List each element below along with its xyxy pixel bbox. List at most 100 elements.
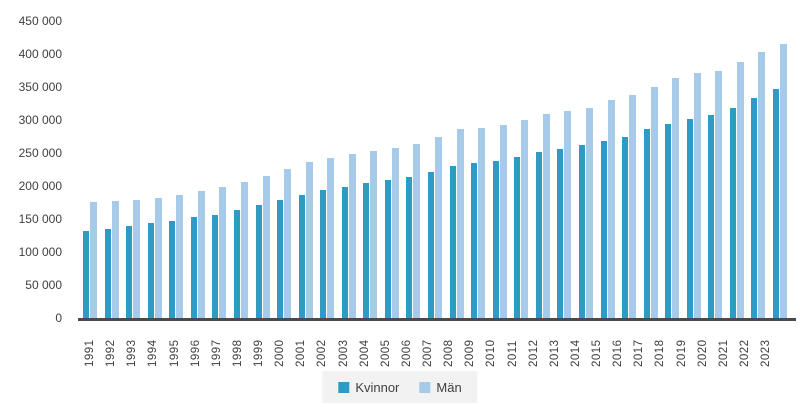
bar-mn-2019[interactable]	[693, 72, 701, 318]
bar-kvinnor-2022[interactable]	[751, 97, 758, 318]
bar-kvinnor-2023[interactable]	[773, 89, 779, 318]
bar-kvinnor-2014[interactable]	[578, 145, 585, 318]
bar-mn-2000[interactable]	[284, 169, 292, 318]
y-axis-tick-label: 100 000	[18, 245, 62, 259]
x-axis-label-cell: 2017	[632, 325, 646, 367]
bar-mn-1993[interactable]	[133, 199, 141, 318]
bar-kvinnor-2017[interactable]	[643, 128, 650, 318]
bar-kvinnor-1993[interactable]	[126, 225, 133, 318]
bar-group-1996	[190, 21, 205, 318]
bar-mn-1996[interactable]	[197, 191, 205, 318]
bar-mn-2009[interactable]	[478, 128, 486, 318]
bar-group-2021	[729, 21, 744, 318]
bar-mn-2006[interactable]	[413, 143, 421, 318]
x-axis-tick-label: 1991	[84, 339, 96, 367]
bar-mn-1999[interactable]	[262, 176, 270, 318]
bar-kvinnor-1998[interactable]	[233, 210, 240, 318]
legend-label: Män	[436, 379, 462, 395]
bar-kvinnor-2018[interactable]	[665, 123, 672, 318]
bar-mn-1994[interactable]	[154, 198, 162, 318]
bar-kvinnor-2009[interactable]	[471, 162, 478, 318]
y-axis-tick-label: 50 000	[25, 278, 62, 292]
bar-kvinnor-2016[interactable]	[622, 136, 629, 318]
bar-mn-2004[interactable]	[370, 150, 378, 318]
bar-kvinnor-1996[interactable]	[190, 217, 197, 318]
legend-label: Kvinnor	[355, 379, 400, 395]
x-axis-tick-label: 1996	[189, 339, 202, 367]
bar-mn-1997[interactable]	[219, 187, 227, 318]
x-axis-labels: 1991 1992 1993 1994 1995 1996 1997 1998 1999 2000…	[78, 325, 782, 367]
x-axis-label-cell: 2008	[442, 325, 456, 367]
bar-mn-2015[interactable]	[607, 100, 615, 318]
x-axis-tick-label: 2016	[612, 339, 625, 367]
x-axis-tick-label: 2008	[443, 339, 456, 367]
bar-kvinnor-2002[interactable]	[320, 190, 327, 318]
bar-mn-2001[interactable]	[305, 162, 313, 318]
x-axis-tick-label: 2000	[274, 339, 287, 367]
bar-kvinnor-2012[interactable]	[535, 152, 542, 318]
bar-kvinnor-1991[interactable]	[83, 231, 89, 318]
x-axis-label-cell: 1998	[231, 325, 245, 367]
bar-kvinnor-2006[interactable]	[406, 177, 413, 318]
bar-mn-2012[interactable]	[542, 114, 550, 318]
bar-kvinnor-2001[interactable]	[298, 194, 305, 318]
bar-mn-2022[interactable]	[758, 51, 766, 318]
bar-kvinnor-2003[interactable]	[341, 187, 348, 318]
legend-item-mn[interactable]: Män	[419, 379, 462, 395]
bar-kvinnor-1999[interactable]	[255, 204, 262, 318]
bar-group-1993	[126, 21, 141, 318]
bar-mn-2010[interactable]	[499, 125, 507, 318]
bar-mn-2003[interactable]	[348, 153, 356, 318]
x-axis-tick-label: 2020	[696, 339, 709, 367]
bar-mn-2021[interactable]	[736, 62, 744, 318]
bar-mn-2013[interactable]	[564, 111, 572, 318]
bar-kvinnor-1995[interactable]	[169, 221, 176, 318]
bar-mn-2017[interactable]	[650, 87, 658, 318]
bar-mn-2002[interactable]	[327, 157, 335, 318]
bar-kvinnor-2004[interactable]	[363, 182, 370, 318]
bar-kvinnor-1992[interactable]	[104, 228, 111, 318]
bar-kvinnor-2005[interactable]	[384, 180, 391, 318]
x-axis-label-cell: 2002	[315, 325, 329, 367]
bar-mn-2023[interactable]	[780, 43, 787, 318]
bar-kvinnor-2008[interactable]	[449, 165, 456, 318]
bar-mn-1998[interactable]	[240, 181, 248, 318]
y-axis-tick-label: 250 000	[18, 146, 62, 160]
bar-mn-2007[interactable]	[435, 136, 442, 318]
bar-mn-2016[interactable]	[629, 94, 637, 318]
bar-kvinnor-1994[interactable]	[147, 223, 154, 318]
x-axis-label-cell: 2023	[759, 325, 773, 367]
x-axis-tick-label: 1997	[210, 339, 223, 367]
bar-mn-1991[interactable]	[90, 201, 97, 318]
bar-kvinnor-1997[interactable]	[212, 215, 219, 318]
bar-kvinnor-2007[interactable]	[428, 171, 434, 318]
bar-mn-1992[interactable]	[111, 200, 119, 318]
bar-kvinnor-2011[interactable]	[514, 157, 521, 318]
bar-mn-2008[interactable]	[456, 128, 464, 318]
y-axis-tick-label: 150 000	[18, 212, 62, 226]
bar-mn-2014[interactable]	[585, 107, 593, 318]
bar-kvinnor-2013[interactable]	[557, 149, 564, 318]
x-axis-tick-label: 2023	[760, 339, 772, 367]
y-axis-tick-label: 350 000	[18, 80, 62, 94]
bar-mn-2005[interactable]	[391, 147, 399, 318]
x-axis-label-cell: 2005	[379, 325, 393, 367]
x-axis-tick-label: 2006	[400, 339, 413, 367]
x-axis-label-cell: 2013	[548, 325, 562, 367]
bar-group-1991	[83, 21, 97, 318]
bar-group-2003	[341, 21, 356, 318]
bar-mn-1995[interactable]	[176, 195, 184, 318]
bar-mn-2011[interactable]	[521, 119, 529, 318]
bar-kvinnor-2015[interactable]	[600, 140, 607, 318]
bar-mn-2020[interactable]	[715, 70, 723, 318]
bar-kvinnor-2000[interactable]	[277, 199, 284, 318]
x-axis-label-cell: 2004	[358, 325, 372, 367]
bar-kvinnor-2019[interactable]	[686, 119, 693, 318]
bar-group-2007	[428, 21, 442, 318]
bar-kvinnor-2020[interactable]	[708, 114, 715, 318]
x-axis-label-cell: 2000	[273, 325, 287, 367]
bar-kvinnor-2021[interactable]	[729, 107, 736, 318]
legend-item-kvinnor[interactable]: Kvinnor	[338, 381, 399, 394]
bar-kvinnor-2010[interactable]	[492, 160, 499, 318]
bar-mn-2018[interactable]	[672, 77, 680, 318]
